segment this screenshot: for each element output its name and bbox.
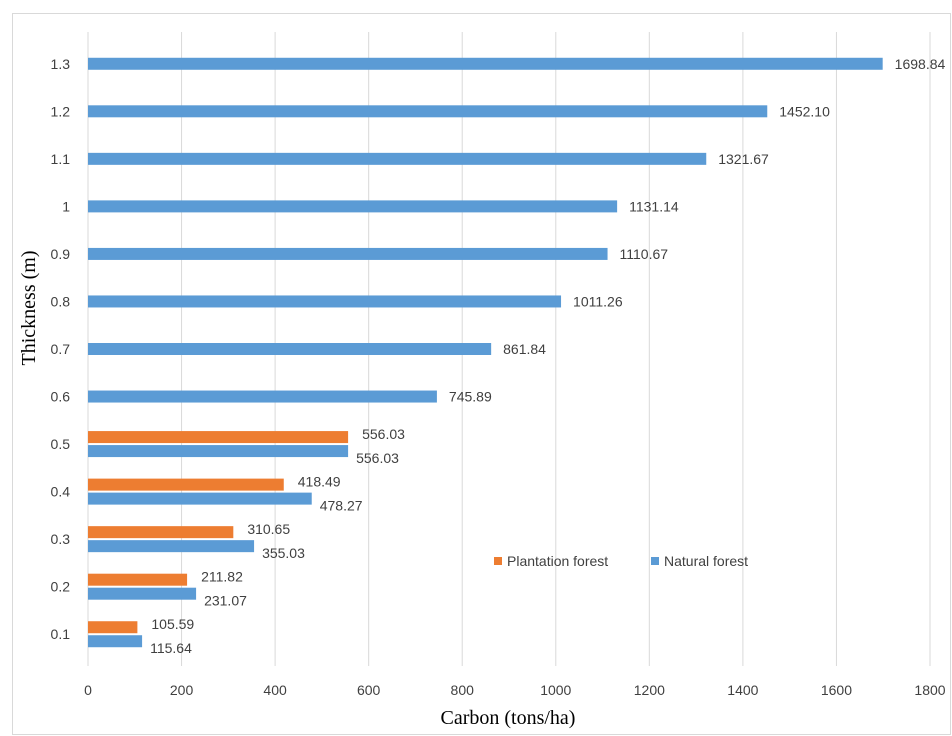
bar-natural-forest — [88, 152, 707, 165]
y-axis-title: Thickness (m) — [18, 251, 40, 366]
data-label-natural-forest: 1321.67 — [718, 151, 769, 167]
data-label-natural-forest: 1131.14 — [629, 198, 679, 214]
y-tick-label: 0.1 — [51, 626, 71, 642]
bar-natural-forest — [88, 390, 437, 403]
y-tick-labels: 0.1 0.2 0.3 0.4 0.5 0.6 0.7 0.8 0.9 1 1.1 1.2 1.3 — [51, 56, 71, 642]
bar-natural-forest — [88, 200, 618, 213]
data-label-natural-forest: 115.64 — [150, 640, 192, 656]
x-tick-label: 1200 — [634, 682, 665, 698]
bar-plantation-forest — [88, 573, 188, 586]
data-label-natural-forest: 355.03 — [262, 545, 305, 561]
x-tick-labels: 0 200 400 600 800 1000 1200 1400 1600 1800 — [84, 682, 946, 698]
bar-natural-forest — [88, 105, 768, 118]
data-label-natural-forest: 556.03 — [356, 450, 399, 466]
bar-natural-forest — [88, 492, 312, 505]
x-tick-label: 600 — [357, 682, 381, 698]
y-tick-label: 0.2 — [51, 579, 71, 595]
bars — [88, 57, 883, 648]
data-label-plantation-forest: 556.03 — [362, 426, 405, 442]
data-label-natural-forest: 1698.84 — [895, 56, 946, 72]
data-label-natural-forest: 861.84 — [503, 341, 546, 357]
chart-border — [12, 13, 951, 735]
data-label-natural-forest: 1110.67 — [620, 246, 669, 262]
x-tick-label: 200 — [170, 682, 194, 698]
bar-natural-forest — [88, 635, 143, 648]
y-tick-label: 1 — [62, 198, 70, 214]
data-label-natural-forest: 745.89 — [449, 389, 492, 405]
x-tick-label: 1000 — [540, 682, 571, 698]
data-label-natural-forest: 231.07 — [204, 593, 247, 609]
y-tick-label: 0.7 — [51, 341, 71, 357]
data-label-natural-forest: 1452.10 — [779, 103, 830, 119]
legend-swatch — [651, 557, 659, 565]
bar-natural-forest — [88, 57, 883, 70]
y-tick-label: 0.5 — [51, 436, 71, 452]
bar-natural-forest — [88, 587, 197, 600]
y-tick-label: 1.3 — [51, 56, 71, 72]
bar-plantation-forest — [88, 431, 349, 444]
y-tick-label: 0.8 — [51, 293, 71, 309]
x-tick-label: 800 — [451, 682, 475, 698]
y-tick-label: 0.9 — [51, 246, 71, 262]
x-axis-title: Carbon (tons/ha) — [441, 707, 576, 729]
data-label-natural-forest: 478.27 — [320, 498, 363, 514]
x-tick-label: 400 — [263, 682, 287, 698]
y-tick-label: 0.4 — [51, 484, 71, 500]
legend-entry: Plantation forest — [507, 553, 608, 569]
bar-natural-forest — [88, 343, 492, 355]
bar-natural-forest — [88, 295, 562, 308]
x-tick-label: 1400 — [727, 682, 758, 698]
gridlines — [87, 32, 931, 666]
bar-natural-forest — [88, 540, 255, 553]
y-tick-label: 0.6 — [51, 389, 71, 405]
y-tick-label: 1.2 — [51, 103, 71, 119]
bar-natural-forest — [88, 247, 608, 260]
x-tick-label: 1600 — [821, 682, 852, 698]
data-label-natural-forest: 1011.26 — [573, 293, 623, 309]
bar-natural-forest — [88, 445, 349, 458]
data-label-plantation-forest: 418.49 — [298, 474, 341, 490]
legend-swatch — [494, 557, 502, 565]
legend-entry: Natural forest — [664, 553, 748, 569]
bar-plantation-forest — [88, 526, 234, 539]
data-labels: 115.64 105.59 231.07 211.82 355.03 310.65 478.… — [150, 56, 945, 656]
bar-plantation-forest — [88, 621, 138, 634]
bar-plantation-forest — [88, 478, 284, 491]
x-tick-label: 0 — [84, 682, 92, 698]
x-tick-label: 1800 — [914, 682, 945, 698]
data-label-plantation-forest: 211.82 — [201, 569, 243, 585]
data-label-plantation-forest: 310.65 — [247, 521, 290, 537]
y-tick-label: 0.3 — [51, 531, 71, 547]
legend: Plantation forest Natural forest — [494, 553, 748, 569]
y-tick-label: 1.1 — [51, 151, 71, 167]
data-label-plantation-forest: 105.59 — [151, 616, 194, 632]
